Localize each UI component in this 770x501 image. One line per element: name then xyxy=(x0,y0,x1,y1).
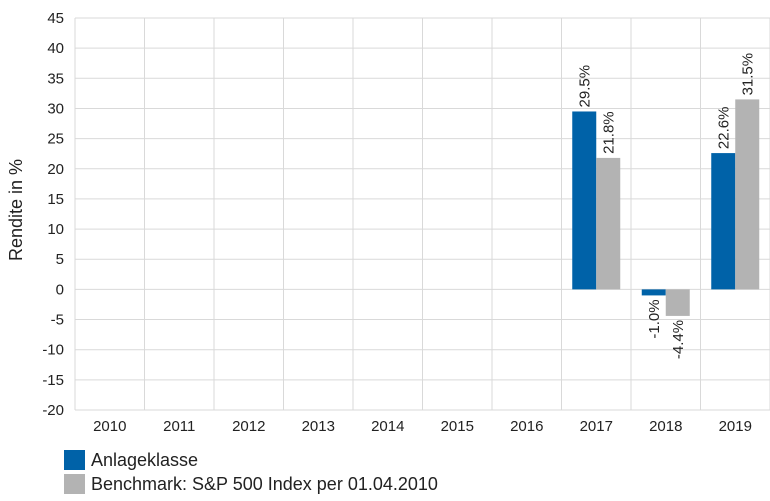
grid-layer xyxy=(74,17,770,411)
y-tick-label: 15 xyxy=(47,191,64,208)
x-tick-label: 2016 xyxy=(510,418,543,435)
x-tick-labels: 2010 2011 2012 2013 2014 2015 2016 2017 2018 2019 xyxy=(93,418,752,435)
data-label: 22.6% xyxy=(715,107,732,150)
bar-anlageklasse-2017 xyxy=(572,111,597,290)
x-tick-label: 2012 xyxy=(232,418,265,435)
x-tick-label: 2011 xyxy=(163,418,195,435)
data-label: -4.4% xyxy=(670,320,687,359)
legend: Anlageklasse Benchmark: S&P 500 Index pe… xyxy=(64,448,438,496)
y-tick-label: 10 xyxy=(47,221,64,238)
y-tick-label: 30 xyxy=(47,100,64,117)
legend-item-anlageklasse: Anlageklasse xyxy=(64,448,438,472)
y-tick-label: -20 xyxy=(42,402,64,419)
y-tick-label: 35 xyxy=(47,70,64,87)
x-tick-label: 2014 xyxy=(371,418,404,435)
legend-item-benchmark: Benchmark: S&P 500 Index per 01.04.2010 xyxy=(64,472,438,496)
y-axis-label: Rendite in % xyxy=(6,159,26,261)
bar-benchmark-2018 xyxy=(665,289,690,316)
x-tick-label: 2017 xyxy=(580,418,613,435)
data-label: 31.5% xyxy=(739,53,756,96)
x-tick-label: 2019 xyxy=(719,418,752,435)
bar-benchmark-2017 xyxy=(596,157,621,290)
x-tick-label: 2010 xyxy=(93,418,126,435)
y-tick-label: 25 xyxy=(47,131,64,148)
y-tick-label: -10 xyxy=(42,342,64,359)
legend-swatch-benchmark xyxy=(64,474,85,494)
bar-anlageklasse-2019 xyxy=(711,153,736,290)
data-label: 21.8% xyxy=(600,111,617,154)
y-tick-label: 5 xyxy=(56,251,64,268)
y-tick-label: 45 xyxy=(47,10,64,27)
bar-anlageklasse-2018 xyxy=(641,289,666,296)
legend-label-anlageklasse: Anlageklasse xyxy=(91,449,199,470)
y-tick-labels: 45 40 35 30 25 20 15 10 5 0 -5 -10 -15 -20 xyxy=(42,10,64,419)
legend-label-benchmark: Benchmark: S&P 500 Index per 01.04.2010 xyxy=(91,473,438,494)
x-tick-label: 2013 xyxy=(302,418,335,435)
data-label: 29.5% xyxy=(576,65,593,108)
bar-benchmark-2019 xyxy=(735,99,760,290)
x-tick-label: 2015 xyxy=(441,418,474,435)
y-tick-label: 0 xyxy=(56,281,64,298)
y-tick-label: 20 xyxy=(47,161,64,178)
bars xyxy=(572,99,760,316)
y-tick-label: 40 xyxy=(47,40,64,57)
data-label: -1.0% xyxy=(646,299,663,338)
y-tick-label: -5 xyxy=(51,312,64,329)
data-labels: 29.5% -1.0% 22.6% 21.8% -4.4% 31.5% xyxy=(576,53,756,359)
legend-swatch-anlageklasse xyxy=(64,450,85,470)
x-tick-label: 2018 xyxy=(649,418,682,435)
y-tick-label: -15 xyxy=(42,372,64,389)
